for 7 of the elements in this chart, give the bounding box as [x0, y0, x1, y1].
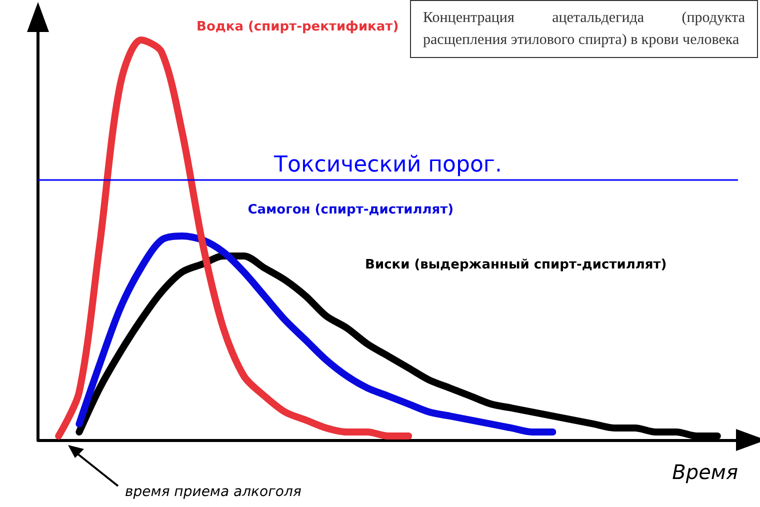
text: Самогон (спирт-дистиллят): [248, 202, 454, 218]
text: Виски (выдержанный спирт-дистиллят): [365, 258, 667, 272]
ref-line-label: Токсический порог.: [273, 152, 502, 178]
text: Водка (спирт-ректификат): [196, 20, 399, 34]
text: время приема алкоголя: [125, 484, 302, 500]
x-axis-title: Время: [672, 460, 738, 484]
chart-title: Концентрация ацетальдегида (продукта расщепления этилового спирта) в крови человека: [410, 0, 758, 58]
